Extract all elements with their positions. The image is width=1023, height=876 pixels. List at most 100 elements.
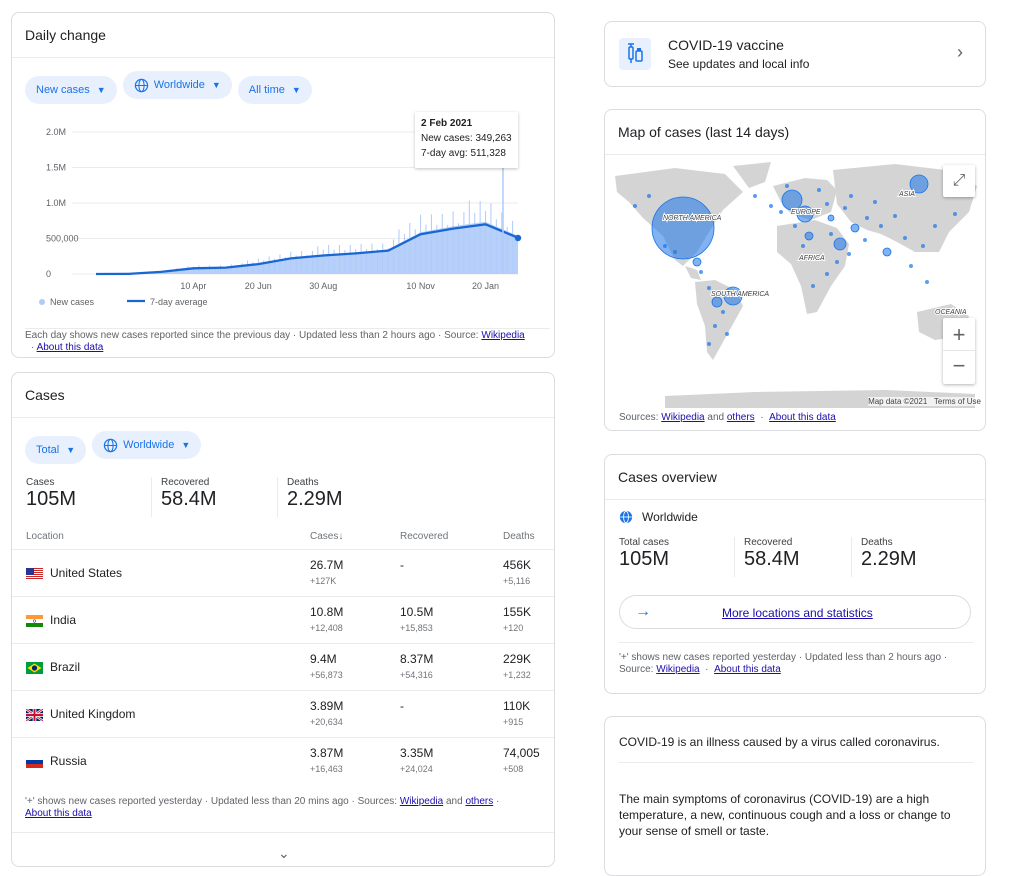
- caret-down-icon: ▼: [96, 84, 106, 95]
- x-tick-label: 30 Aug: [309, 281, 337, 291]
- stat-deaths: Deaths 2.29M: [851, 537, 917, 577]
- wikipedia-link[interactable]: Wikipedia: [399, 796, 444, 807]
- wikipedia-link[interactable]: Wikipedia: [481, 330, 525, 341]
- more-locations-link[interactable]: More locations and statistics: [722, 606, 873, 620]
- case-dot: [933, 224, 937, 228]
- seven-day-average-line: [95, 223, 519, 276]
- zoom-controls: + −: [943, 318, 975, 384]
- case-dot: [843, 206, 847, 210]
- more-locations-button[interactable]: → More locations and statistics: [619, 595, 971, 629]
- header-cases[interactable]: Cases↓: [310, 531, 343, 542]
- country-flag-icon: [26, 615, 43, 627]
- chevron-right-icon[interactable]: ›: [957, 42, 963, 62]
- daily-change-chart[interactable]: 2.0M 1.5M 1.0M 500,000 0 10 Apr 20 Jun 30 Aug 1…: [12, 109, 554, 313]
- case-dot: [779, 210, 783, 214]
- case-dot: [793, 224, 797, 228]
- about-data-link[interactable]: About this data: [714, 664, 781, 675]
- summary-label: Deaths: [287, 477, 319, 488]
- row-deaths-new: +1,232: [503, 670, 531, 680]
- all-time-dropdown[interactable]: All time ▼: [237, 75, 312, 104]
- table-row[interactable]: United States 26.7M +127K - 456K +5,116: [12, 549, 554, 596]
- footer-text: '+' shows new cases reported yesterday ·…: [619, 652, 948, 663]
- globe-icon: [103, 438, 118, 452]
- header-deaths[interactable]: Deaths: [503, 531, 535, 542]
- case-dot: [909, 264, 913, 268]
- row-recovered: 8.37M: [400, 652, 434, 666]
- vaccine-subtitle: See updates and local info: [668, 57, 810, 71]
- x-tick-label: 20 Jan: [472, 281, 499, 291]
- map-title: Map of cases (last 14 days): [605, 110, 985, 155]
- worldwide-dropdown[interactable]: Worldwide ▼: [92, 431, 202, 459]
- vaccine-title: COVID-19 vaccine: [668, 37, 784, 53]
- table-row[interactable]: Brazil 9.4M +56,873 8.37M +54,316 229K +1,232: [12, 643, 554, 690]
- worldwide-dropdown[interactable]: Worldwide ▼: [122, 71, 232, 99]
- zoom-out-button[interactable]: −: [952, 353, 966, 378]
- new-cases-dropdown[interactable]: New cases ▼: [25, 75, 117, 104]
- row-recovered: -: [400, 699, 404, 713]
- row-cases-new: +16,463: [310, 764, 343, 774]
- terms-of-use-link[interactable]: Terms of Use: [933, 397, 981, 406]
- row-recovered-new: +54,316: [400, 670, 433, 680]
- overview-region-label: Worldwide: [642, 510, 698, 524]
- expand-chevron-icon[interactable]: ⌄: [278, 845, 290, 861]
- row-location: India: [50, 613, 77, 627]
- case-dot: [953, 212, 957, 216]
- case-dot: [835, 260, 839, 264]
- case-dot: [825, 272, 829, 276]
- map-label-africa: AFRICA: [798, 255, 825, 262]
- case-dot: [647, 194, 651, 198]
- cases-card: Cases Total ▼ Worldwide ▼ Cases 105M Recover…: [11, 372, 555, 867]
- others-link[interactable]: others: [465, 796, 494, 807]
- table-row[interactable]: United Kingdom 3.89M +20,634 - 110K +915: [12, 690, 554, 737]
- row-recovered-new: +24,024: [400, 764, 433, 774]
- case-dot: [673, 250, 677, 254]
- row-deaths: 110K: [503, 699, 531, 713]
- summary-value: 105M: [26, 488, 77, 510]
- wikipedia-link[interactable]: Wikipedia: [656, 664, 700, 675]
- hover-point: [514, 234, 522, 242]
- map-label-south-america: SOUTH AMERICA: [711, 291, 769, 298]
- case-dot: [829, 232, 833, 236]
- row-location: United Kingdom: [50, 707, 136, 721]
- stat-value: 58.4M: [744, 548, 800, 570]
- table-row[interactable]: Russia 3.87M +16,463 3.35M +24,024 74,005 +508: [12, 737, 554, 784]
- row-location: United States: [50, 566, 123, 580]
- about-data-link[interactable]: About this data: [36, 342, 104, 353]
- others-link[interactable]: others: [726, 412, 755, 423]
- row-cases: 3.87M: [310, 746, 344, 760]
- source-label: Source:: [619, 664, 657, 675]
- header-location[interactable]: Location: [26, 531, 64, 542]
- case-dot: [873, 200, 877, 204]
- overview-stats: Total cases 105M Recovered 58.4M Deaths 2.2…: [605, 537, 985, 577]
- tooltip-new-cases: New cases: 349,263: [421, 133, 512, 144]
- fullscreen-button[interactable]: ⤢: [943, 165, 975, 197]
- about-data-link[interactable]: About this data: [25, 808, 92, 819]
- wikipedia-link[interactable]: Wikipedia: [661, 412, 705, 423]
- table-row[interactable]: India 10.8M +12,408 10.5M +15,853 155K +120: [12, 596, 554, 643]
- chip-label: All time: [248, 83, 285, 96]
- map-label-north-america: NORTH AMERICA: [663, 215, 722, 222]
- case-dot: [633, 204, 637, 208]
- caret-down-icon: ▼: [181, 440, 191, 450]
- cases-map[interactable]: NORTH AMERICA EUROPE ASIA AFRICA SOUTH A…: [605, 156, 985, 408]
- chart-legend: New cases 7-day average: [39, 297, 208, 307]
- total-dropdown[interactable]: Total ▼: [25, 435, 87, 464]
- overview-region: Worldwide: [619, 510, 698, 524]
- row-recovered: 10.5M: [400, 605, 434, 619]
- case-dot: [825, 202, 829, 206]
- country-flag-icon: [26, 568, 43, 580]
- summary-label: Cases: [26, 477, 55, 488]
- summary-label: Recovered: [161, 477, 210, 488]
- zoom-in-button[interactable]: +: [943, 318, 975, 351]
- header-recovered[interactable]: Recovered: [400, 531, 449, 542]
- row-cases-new: +56,873: [310, 670, 343, 680]
- caret-down-icon: ▼: [291, 84, 301, 95]
- y-tick-label: 1.0M: [46, 198, 66, 208]
- row-recovered: 3.35M: [400, 746, 434, 760]
- vaccine-card[interactable]: COVID-19 vaccine See updates and local i…: [604, 21, 986, 87]
- stat-recovered: Recovered 58.4M: [734, 537, 800, 577]
- about-data-link[interactable]: About this data: [769, 412, 836, 423]
- covid-info-card: COVID-19 is an illness caused by a virus…: [604, 716, 986, 876]
- summary-value: 58.4M: [161, 488, 217, 510]
- y-tick-label: 1.5M: [46, 163, 66, 173]
